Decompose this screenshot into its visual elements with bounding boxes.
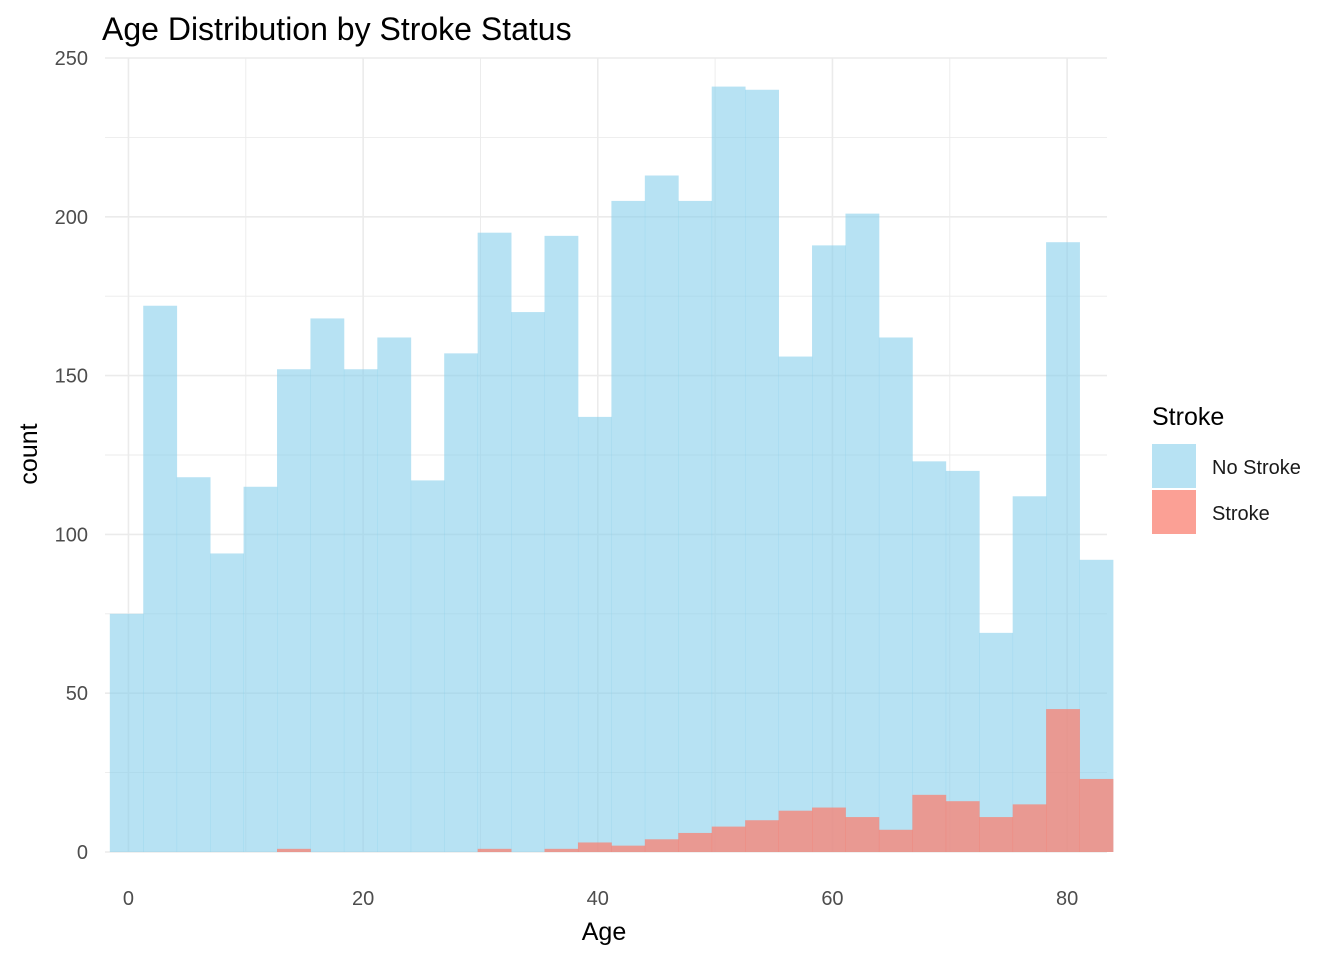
legend-label-stroke: Stroke <box>1212 503 1270 525</box>
bar-no-stroke <box>210 553 244 852</box>
bar-stroke <box>678 832 713 852</box>
bar-no-stroke <box>912 461 947 852</box>
legend-label-no-stroke: No Stroke <box>1212 457 1301 479</box>
x-tick-label: 80 <box>1056 888 1078 910</box>
x-tick-label: 0 <box>123 888 134 910</box>
bar-no-stroke <box>544 235 579 852</box>
x-tick-label: 20 <box>352 888 374 910</box>
bar-stroke <box>711 826 746 852</box>
bar-no-stroke <box>945 470 980 852</box>
bar-stroke <box>812 807 846 852</box>
bar-stroke <box>1012 804 1047 852</box>
bar-no-stroke <box>310 318 345 852</box>
bar-no-stroke <box>778 356 813 852</box>
bar-no-stroke <box>845 213 880 852</box>
bar-no-stroke <box>477 232 512 852</box>
bar-no-stroke <box>812 245 846 852</box>
legend-key-stroke <box>1152 490 1196 534</box>
y-tick-label: 150 <box>55 366 88 388</box>
bar-stroke <box>912 794 947 852</box>
bar-no-stroke <box>377 337 412 852</box>
x-tick-labels: 0 20 40 60 80 <box>123 888 1078 910</box>
bar-no-stroke <box>1012 496 1047 852</box>
bars <box>109 86 1114 853</box>
y-tick-label: 0 <box>77 842 88 864</box>
y-axis-title: count <box>15 423 43 484</box>
bar-no-stroke <box>511 312 545 853</box>
bar-no-stroke <box>678 200 713 853</box>
y-tick-label: 100 <box>55 524 88 546</box>
bar-stroke <box>778 810 813 852</box>
bar-no-stroke <box>979 632 1014 852</box>
bar-stroke <box>845 817 880 852</box>
bar-no-stroke <box>444 353 479 852</box>
bar-no-stroke <box>711 86 746 853</box>
bar-stroke <box>1079 778 1114 852</box>
x-tick-label: 60 <box>821 888 843 910</box>
x-axis-title: Age <box>582 918 626 946</box>
y-tick-label: 200 <box>55 207 88 229</box>
bar-stroke <box>577 842 612 852</box>
y-tick-labels: 0 50 100 150 200 250 <box>55 48 88 864</box>
legend-key-no-stroke <box>1152 444 1196 488</box>
bar-no-stroke <box>410 480 445 852</box>
bar-stroke <box>477 848 512 852</box>
bar-stroke <box>945 801 980 852</box>
bar-no-stroke <box>644 175 679 853</box>
bar-no-stroke <box>745 89 779 852</box>
bar-stroke <box>644 839 679 852</box>
bar-stroke <box>611 845 646 852</box>
bar-stroke <box>745 820 779 852</box>
bar-no-stroke <box>109 613 144 852</box>
bar-no-stroke <box>611 200 646 853</box>
bar-no-stroke <box>577 416 612 852</box>
x-tick-label: 40 <box>587 888 609 910</box>
bar-no-stroke <box>878 337 913 852</box>
bar-stroke <box>979 817 1014 852</box>
bar-stroke <box>878 829 913 852</box>
y-tick-label: 50 <box>66 683 88 705</box>
bar-stroke <box>1046 709 1080 852</box>
bar-no-stroke <box>243 486 278 852</box>
bar-no-stroke <box>343 369 378 852</box>
bar-no-stroke <box>176 477 211 852</box>
bar-no-stroke <box>277 369 311 852</box>
y-tick-label: 250 <box>55 48 88 70</box>
bar-stroke <box>277 848 311 852</box>
legend: Stroke No Stroke Stroke <box>1152 403 1301 534</box>
legend-title: Stroke <box>1152 403 1224 431</box>
bar-no-stroke <box>143 305 178 852</box>
bar-stroke <box>544 848 579 852</box>
chart-title: Age Distribution by Stroke Status <box>102 11 572 47</box>
